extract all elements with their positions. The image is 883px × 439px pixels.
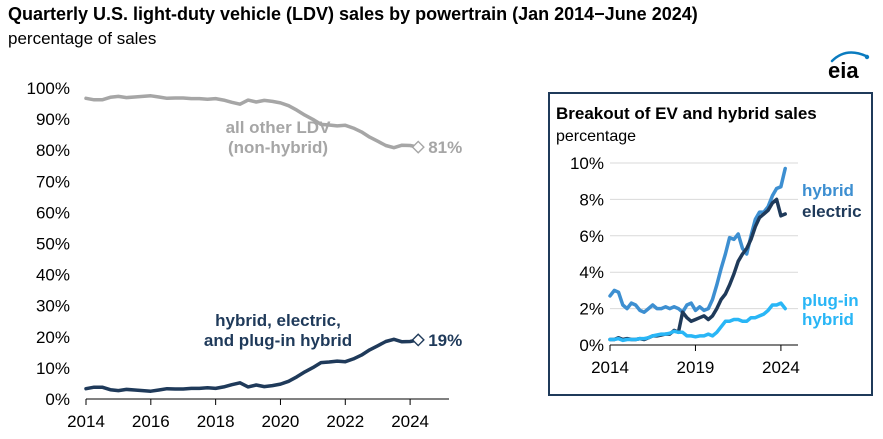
y-tick-label: 8%	[579, 190, 604, 209]
x-tick-label: 2014	[591, 358, 629, 377]
y-tick-label: 30%	[36, 297, 70, 316]
y-tick-label: 100%	[27, 79, 70, 98]
y-tick-label: 20%	[36, 328, 70, 347]
series-label: and plug-in hybrid	[204, 331, 352, 350]
chart-title: Quarterly U.S. light-duty vehicle (LDV) …	[8, 4, 698, 24]
chart-subtitle: percentage of sales	[8, 29, 157, 48]
inset-ylabel: percentage	[556, 128, 637, 145]
y-tick-label: 4%	[579, 263, 604, 282]
y-tick-label: 6%	[579, 227, 604, 246]
eia-logo: eia	[828, 51, 870, 83]
series-line	[608, 197, 787, 342]
y-tick-label: 70%	[36, 172, 70, 191]
series-label: hybrid, electric,	[215, 311, 341, 330]
main-chart: 0% 10% 20% 30% 40% 50% 60% 70% 80% 90% 100% 2014 201…	[27, 79, 463, 431]
series-label: (non-hybrid)	[228, 138, 328, 157]
series-label: hybrid	[802, 310, 854, 329]
series-line	[84, 94, 420, 150]
x-tick-label: 2014	[67, 412, 105, 431]
y-tick-label: 90%	[36, 110, 70, 129]
end-value-label: 81%	[428, 138, 462, 157]
logo-text: eia	[828, 58, 859, 83]
y-tick-label: 0%	[579, 336, 604, 355]
x-tick-label: 2016	[132, 412, 170, 431]
inset-chart: 0% 2% 4% 6% 8% 10% 2014 2019 2024 hybrid electric p…	[570, 154, 862, 377]
y-tick-label: 2%	[579, 300, 604, 319]
inset-title: Breakout of EV and hybrid sales	[556, 104, 817, 123]
series-line	[84, 337, 420, 393]
y-tick-label: 80%	[36, 141, 70, 160]
inset-panel	[548, 92, 873, 396]
series-label: hybrid	[802, 181, 854, 200]
x-tick-label: 2022	[326, 412, 364, 431]
y-tick-label: 10%	[570, 154, 604, 173]
x-tick-label: 2024	[762, 358, 800, 377]
y-tick-label: 0%	[45, 390, 70, 409]
end-marker	[411, 333, 425, 347]
end-value-label: 19%	[428, 331, 462, 350]
series-label: plug-in	[802, 291, 859, 310]
end-marker	[411, 140, 425, 154]
series-label: all other LDV	[226, 118, 332, 137]
x-tick-label: 2024	[391, 412, 429, 431]
y-tick-label: 10%	[36, 359, 70, 378]
x-tick-label: 2018	[197, 412, 235, 431]
series-line	[608, 166, 787, 314]
y-tick-label: 50%	[36, 235, 70, 254]
y-tick-label: 60%	[36, 203, 70, 222]
series-line	[608, 301, 787, 343]
x-tick-label: 2020	[262, 412, 300, 431]
x-tick-label: 2019	[677, 358, 715, 377]
series-label: electric	[802, 202, 862, 221]
y-tick-label: 40%	[36, 266, 70, 285]
